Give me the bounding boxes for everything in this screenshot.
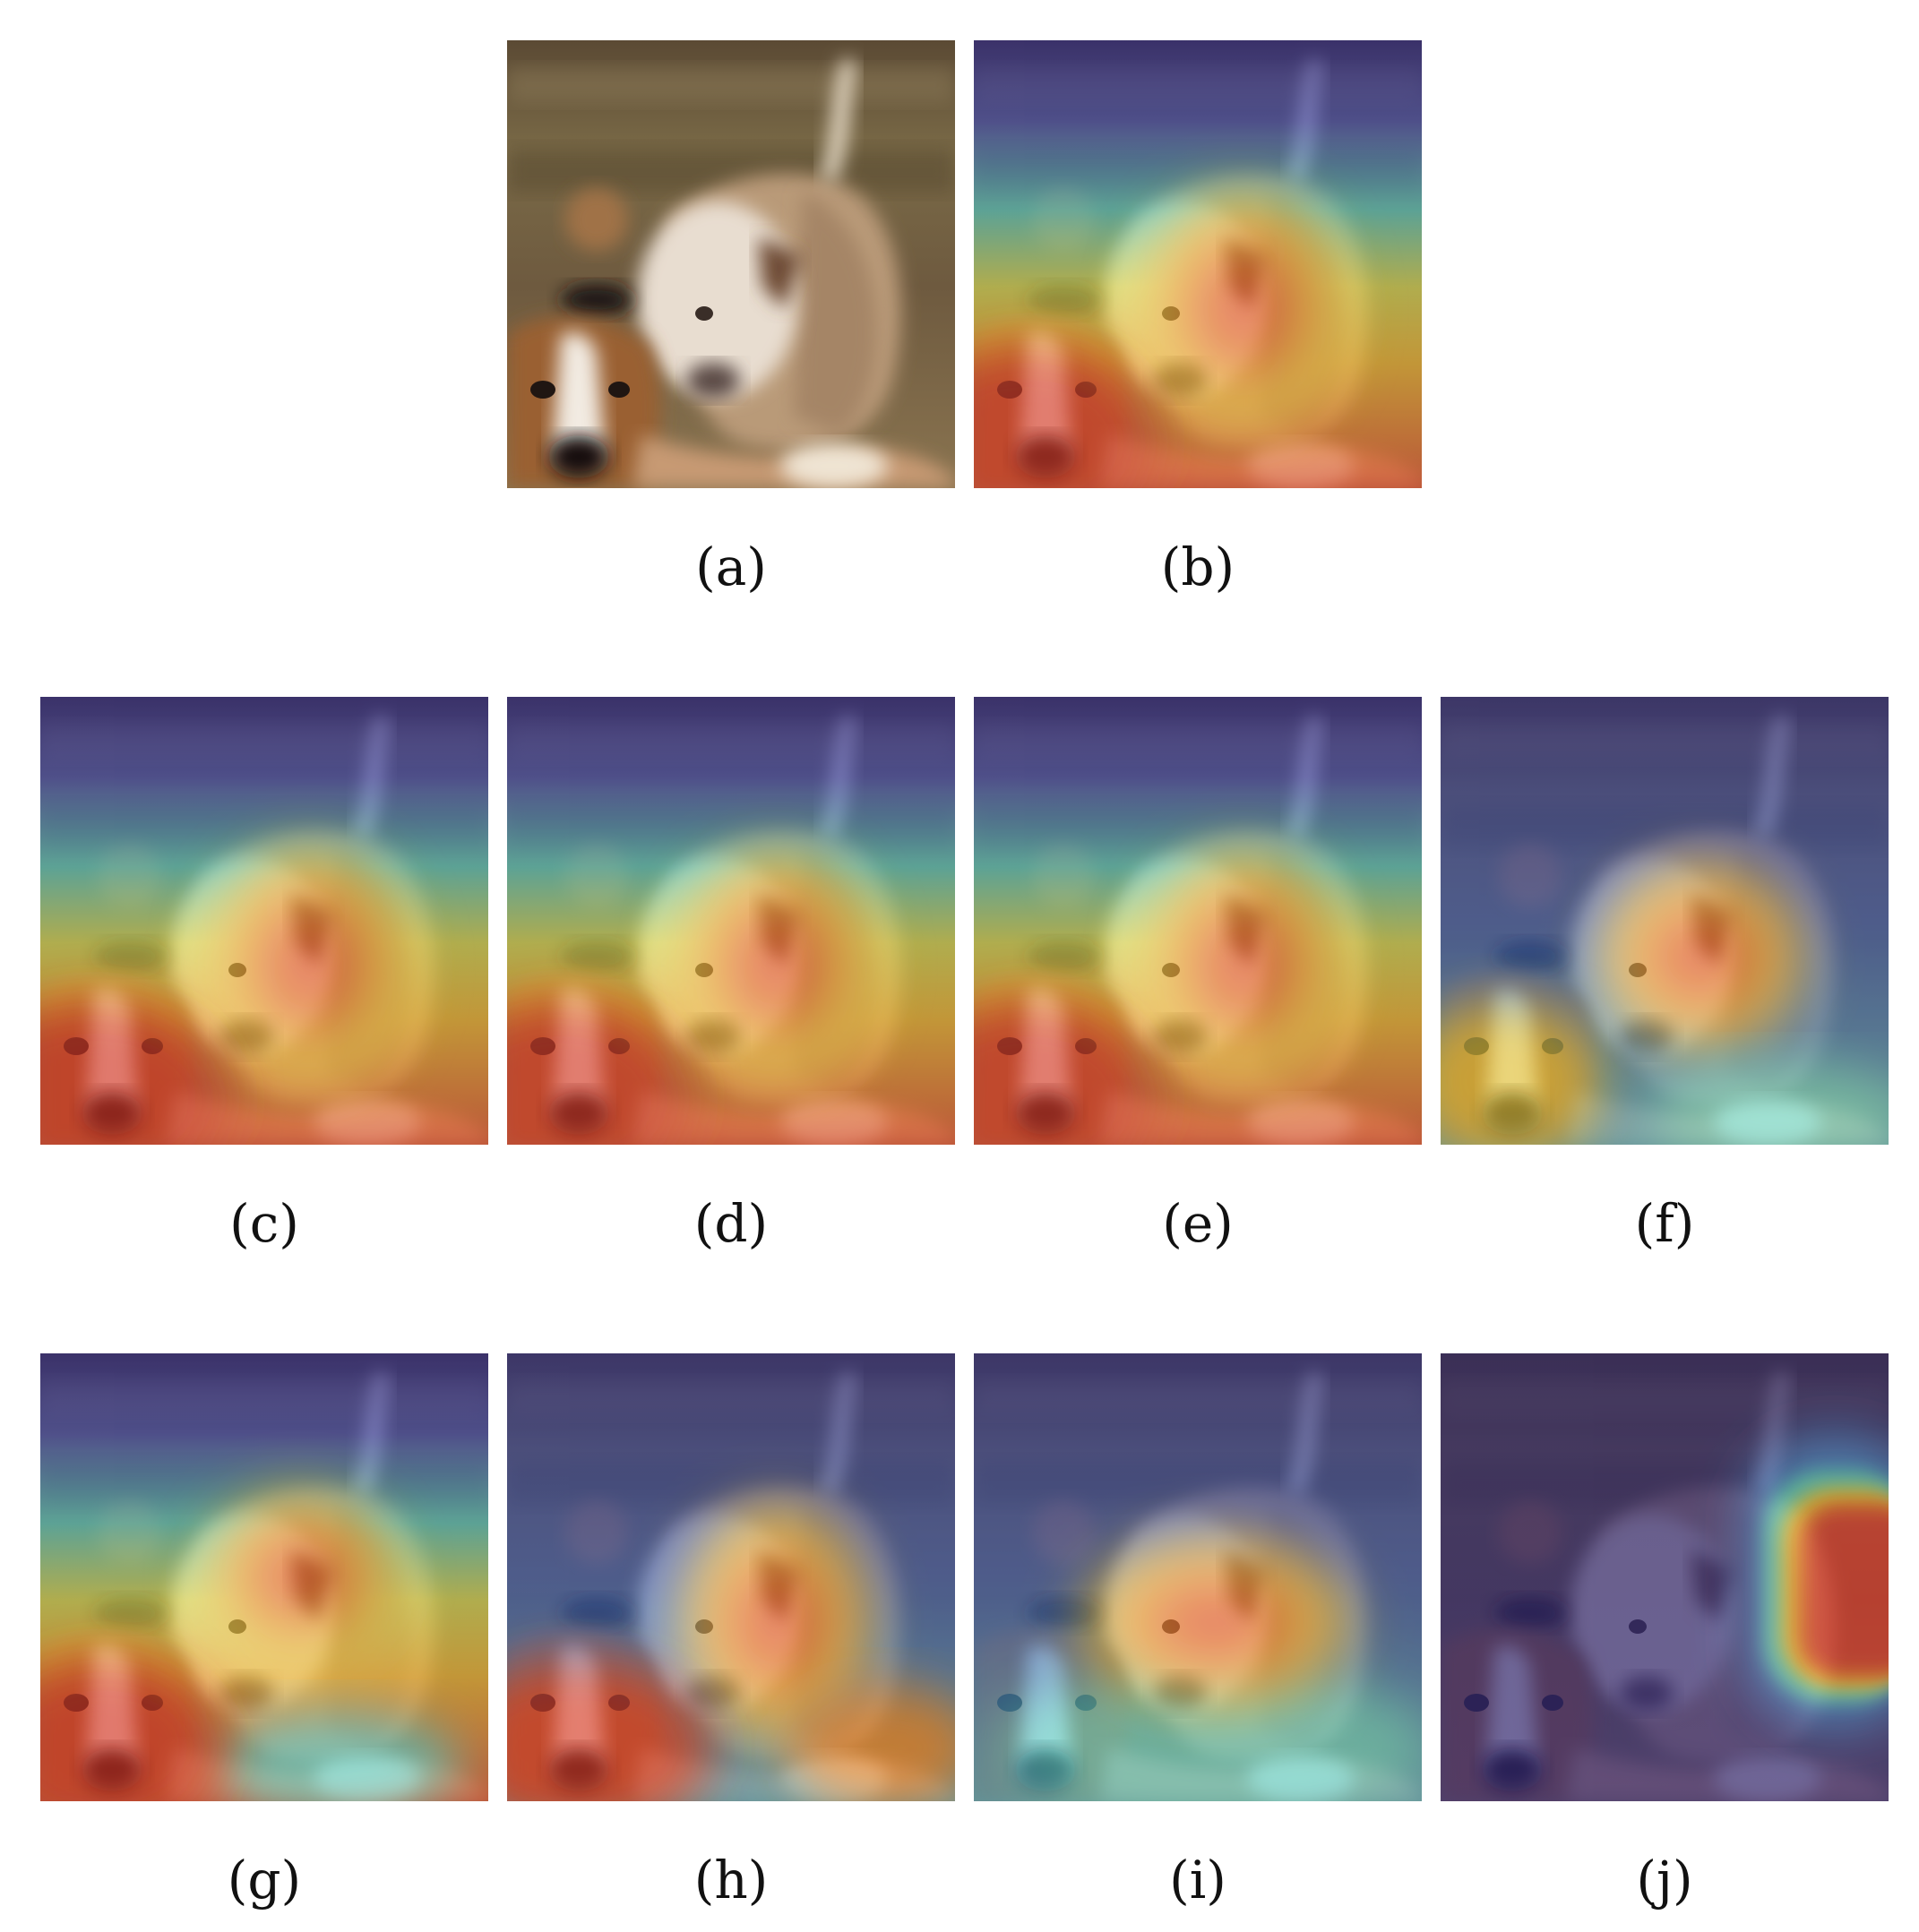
- dogs-heatmap-h: [507, 1353, 955, 1801]
- dogs-heatmap-e: [974, 697, 1422, 1145]
- panel-b-label: (b): [1160, 537, 1235, 597]
- panel-d-heatmap: [507, 697, 955, 1145]
- panel-e-heatmap: [974, 697, 1422, 1145]
- panel-c-label: (c): [229, 1193, 299, 1254]
- panel-d-label: (d): [693, 1193, 769, 1254]
- panel-e-label: (e): [1162, 1193, 1234, 1254]
- dogs-heatmap-g: [40, 1353, 488, 1801]
- panel-a-original-photo: [507, 40, 955, 488]
- panel-f-label: (f): [1634, 1193, 1695, 1254]
- dogs-heatmap-j: [1441, 1353, 1889, 1801]
- dogs-photo: [507, 40, 955, 488]
- panel-h-heatmap: [507, 1353, 955, 1801]
- dogs-heatmap-i: [974, 1353, 1422, 1801]
- dogs-heatmap-f: [1441, 697, 1889, 1145]
- panel-j-heatmap: [1441, 1353, 1889, 1801]
- panel-h-label: (h): [693, 1850, 769, 1911]
- dogs-heatmap-d: [507, 697, 955, 1145]
- panel-i-heatmap: [974, 1353, 1422, 1801]
- panel-f-heatmap: [1441, 697, 1889, 1145]
- panel-j-label: (j): [1636, 1850, 1693, 1911]
- panel-a-label: (a): [695, 537, 767, 597]
- panel-g-heatmap: [40, 1353, 488, 1801]
- dogs-heatmap-b: [974, 40, 1422, 488]
- panel-c-heatmap: [40, 697, 488, 1145]
- dogs-heatmap-c: [40, 697, 488, 1145]
- panel-b-heatmap: [974, 40, 1422, 488]
- panel-i-label: (i): [1169, 1850, 1226, 1911]
- panel-g-label: (g): [227, 1850, 302, 1911]
